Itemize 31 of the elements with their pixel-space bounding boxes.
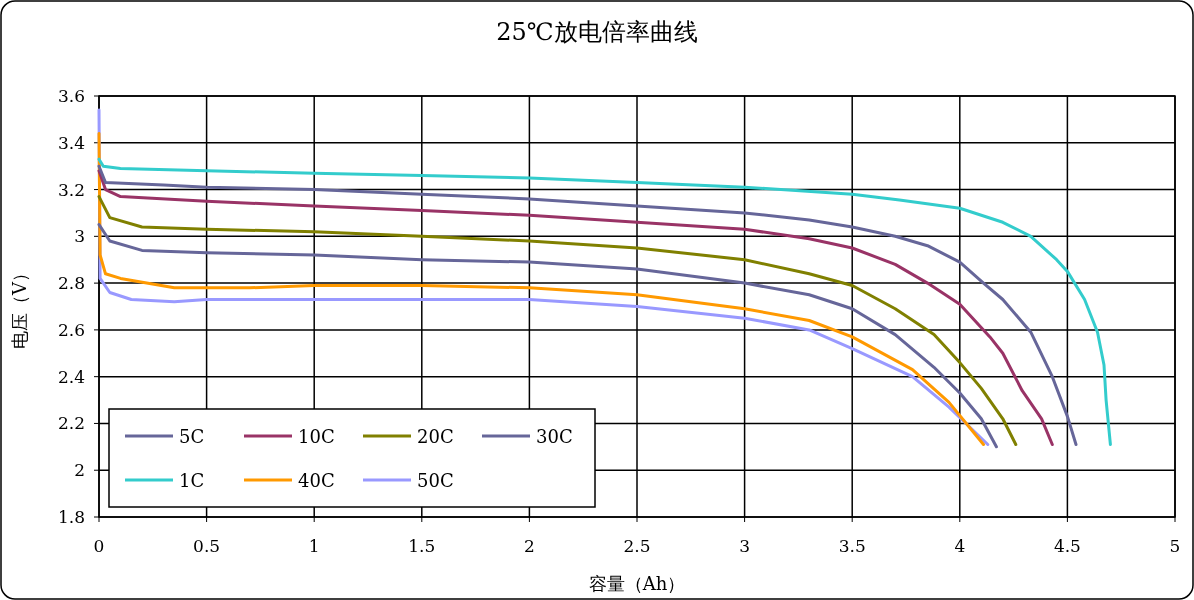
legend-label: 5C xyxy=(179,426,205,447)
y-tick-label: 2.8 xyxy=(57,273,85,294)
y-axis-title: 电压（V） xyxy=(9,264,30,349)
x-tick-label: 0.5 xyxy=(193,536,221,556)
x-axis-title: 容量（Ah） xyxy=(588,573,686,594)
x-tick-label: 3 xyxy=(739,536,751,556)
x-tick-label: 4.5 xyxy=(1053,536,1081,556)
x-tick-label: 3.5 xyxy=(838,536,866,556)
y-tick-label: 2 xyxy=(74,460,85,481)
x-tick-label: 1 xyxy=(308,536,320,556)
legend-label: 1C xyxy=(179,470,205,491)
chart-title: 25℃放电倍率曲线 xyxy=(496,18,698,46)
x-tick-label: 4 xyxy=(954,536,966,556)
y-tick-label: 3.2 xyxy=(57,179,85,200)
x-tick-label: 2 xyxy=(523,536,535,556)
legend-label: 30C xyxy=(536,426,573,447)
y-tick-label: 2.6 xyxy=(57,319,85,340)
x-tick-label: 1.5 xyxy=(408,536,436,556)
y-tick-label: 3.4 xyxy=(57,132,85,153)
legend-label: 40C xyxy=(298,470,335,491)
y-tick-label: 1.8 xyxy=(57,507,85,527)
x-tick-label: 2.5 xyxy=(623,536,651,556)
legend-label: 50C xyxy=(417,470,454,491)
legend-label: 20C xyxy=(417,426,454,447)
y-tick-label: 2.4 xyxy=(57,366,85,387)
x-tick-label: 0 xyxy=(93,536,105,556)
legend-label: 10C xyxy=(298,426,335,447)
y-tick-label: 3.6 xyxy=(57,86,85,106)
y-tick-label: 2.2 xyxy=(57,413,85,434)
x-tick-label: 5 xyxy=(1169,536,1181,556)
y-tick-label: 3 xyxy=(74,226,85,247)
